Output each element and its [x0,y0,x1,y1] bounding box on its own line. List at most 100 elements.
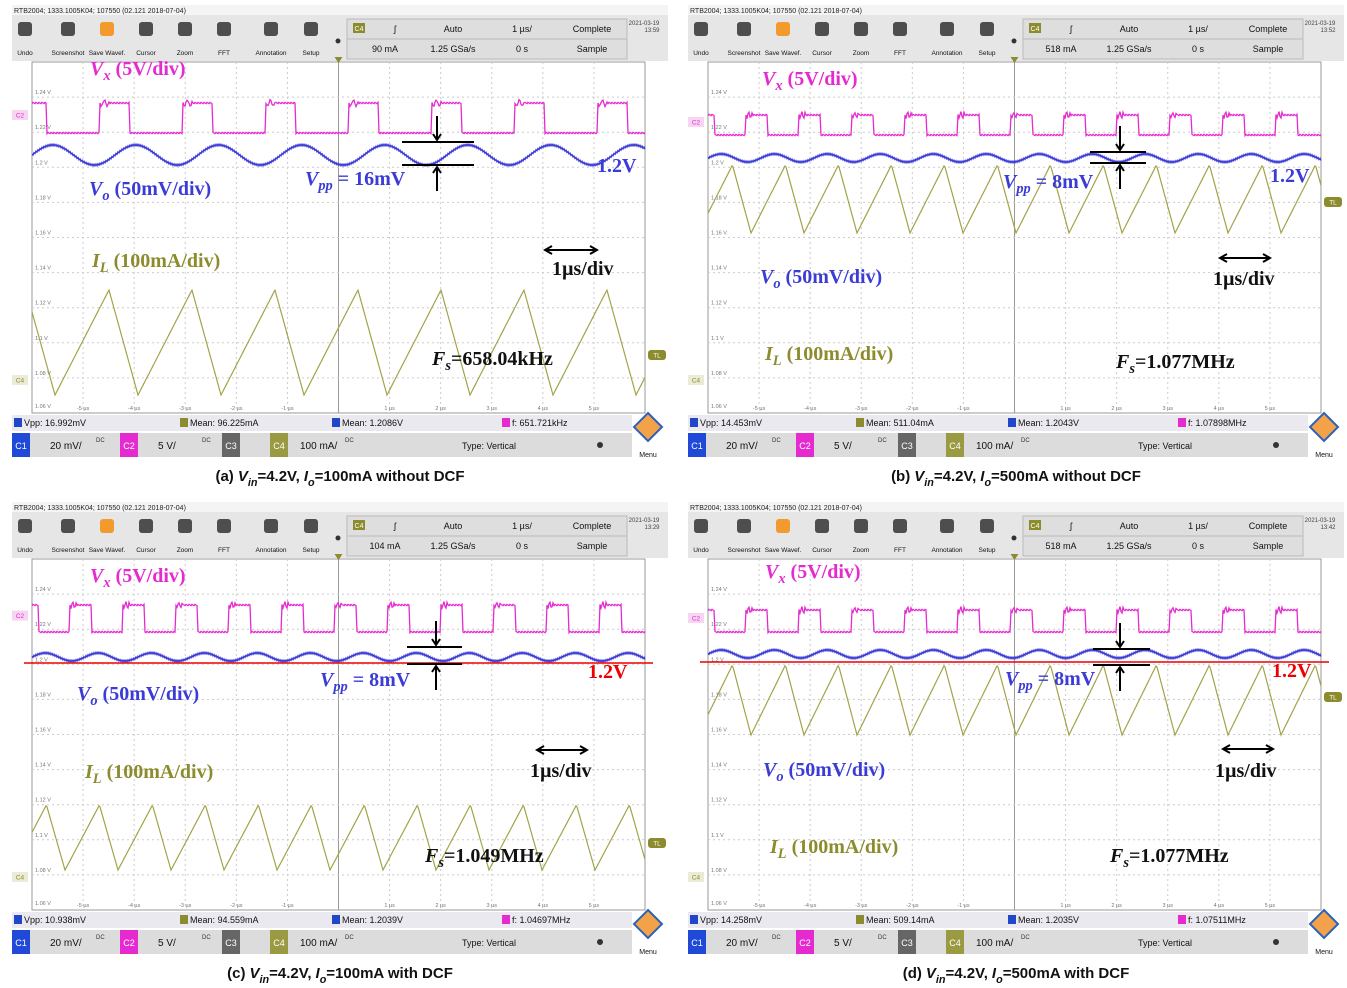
scope-panel: RTB2004; 1333.1005K04; 107550 (02.121 20… [12,5,668,489]
tool-label: Save Wavef. [89,547,126,554]
measurement: f: 1.07511MHz [1188,915,1246,925]
measurement: f: 1.07898MHz [1188,418,1247,428]
tool-label: Annotation [255,547,286,554]
x-tick-label: 2 µs [1111,406,1122,412]
status-text: Sample [1253,541,1284,551]
caption-part: in [924,477,934,489]
caption-part: (d) [903,965,922,982]
vpp-label-part: = 8mV [348,669,411,691]
tool-label: Setup [979,547,996,554]
menu-icon [634,413,662,441]
y-tick-label: 1.14 V [711,266,727,272]
y-tick-label: 1.22 V [35,622,51,628]
x-tick-label: -5 µs [77,406,90,412]
channel-name: C1 [691,441,703,451]
y-tick-label: 1.24 V [711,90,727,96]
menu-icon [1310,910,1338,938]
y-tick-label: 1.16 V [711,231,727,237]
timescale: 1µs/div [552,258,614,280]
tool-label: Cursor [812,547,832,554]
x-tick-label: 4 µs [538,406,549,412]
menu-label: Menu [639,949,657,956]
tl-marker-label: TL [653,353,661,360]
tool-label: Zoom [177,50,194,57]
tool-icon [100,22,114,36]
fs-label-part: F [1109,845,1124,867]
status-text: C4 [355,26,364,33]
scroll-dot [336,536,341,541]
vo-label-part: (50mV/div) [784,759,886,781]
x-tick-label: -1 µs [957,406,970,412]
channel-name: C2 [799,441,811,451]
status-text: Complete [1249,521,1288,531]
x-tick-label: -2 µs [230,903,243,909]
channel-name: C3 [225,938,237,948]
channel-name: C4 [273,441,285,451]
measure-badge [14,418,22,427]
tool-icon [61,22,75,36]
measurement: Vpp: 14.453mV [700,418,762,428]
channel-name: C1 [691,938,703,948]
caption-part: =100mA with DCF [326,965,453,982]
tool-label: Undo [17,547,33,554]
caption-part: (c) [227,965,245,982]
channel-name: C2 [123,441,135,451]
status-text: 0 s [516,541,529,551]
status-text: 1 µs/ [1188,24,1208,34]
x-tick-label: 2 µs [435,903,446,909]
tool-icon [940,519,954,533]
x-tick-label: -4 µs [804,406,817,412]
il-label-part: (100mA/div) [787,836,899,858]
channel-scale: 20 mV/ [50,441,82,452]
tool-icon [264,22,278,36]
x-tick-label: 3 µs [486,406,497,412]
coupling: DC [202,438,211,444]
tool-icon [217,22,231,36]
y-tick-label: 1.12 V [35,798,51,804]
channel-scale: 100 mA/ [976,441,1013,452]
tool-icon [815,519,829,533]
coupling: DC [772,935,781,941]
status-text: 1.25 GSa/s [1106,541,1152,551]
channel-name: C3 [225,441,237,451]
clock: 13:52 [1320,28,1336,34]
tool-icon [304,22,318,36]
tool-label: Annotation [931,50,962,57]
vx-label-part: (5V/div) [111,565,186,587]
tool-icon [694,22,708,36]
date: 2021-03-19 [1305,21,1336,27]
tool-label: Zoom [853,50,870,57]
tool-icon [178,22,192,36]
measure-badge [1178,915,1186,924]
vo-label-part: (50mV/div) [98,683,200,705]
measurement: Mean: 1.2086V [342,418,403,428]
measure-badge [502,915,510,924]
tool-icon [694,519,708,533]
tool-label: Annotation [255,50,286,57]
y-tick-label: 1.14 V [711,763,727,769]
status-text: 1 µs/ [512,24,532,34]
timescale: 1µs/div [1213,268,1275,290]
il-label-part: L [99,260,109,276]
vpp-label-part: = 8mV [1033,668,1096,690]
tool-label: FFT [894,547,906,554]
tool-icon [893,519,907,533]
scroll-dot [336,39,341,44]
ch2-marker-label: C2 [16,613,25,620]
tool-icon [737,519,751,533]
fs-label-part: =658.04kHz [451,348,553,370]
tool-label: Screenshot [728,50,761,57]
measure-badge [690,915,698,924]
vo-label-part: o [776,769,783,785]
tool-label: Zoom [853,547,870,554]
y-tick-label: 1.22 V [711,125,727,131]
vo-label-part: (50mV/div) [110,178,212,200]
menu-label: Menu [1315,452,1333,459]
x-tick-label: -5 µs [77,903,90,909]
tool-icon [854,22,868,36]
y-tick-label: 1.14 V [35,763,51,769]
timescale: 1µs/div [530,760,592,782]
caption-part: =4.2V, [934,468,976,485]
channel-name: C1 [15,441,27,451]
header-text: RTB2004; 1333.1005K04; 107550 (02.121 20… [14,505,186,512]
